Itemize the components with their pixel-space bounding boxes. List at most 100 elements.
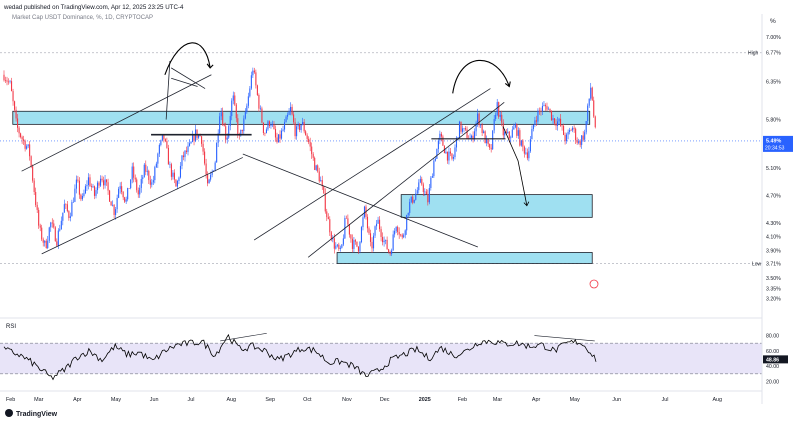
- rsi-pane: RSI 80.00 60.00 40.00 20.00 48.86: [0, 324, 788, 385]
- candle-body: [62, 212, 64, 221]
- candle-body: [535, 120, 537, 122]
- candle-body: [332, 238, 334, 240]
- candle-body: [191, 135, 194, 142]
- candle-body: [121, 186, 123, 192]
- candle-body: [458, 121, 461, 138]
- candle-body: [106, 179, 108, 183]
- candle-body: [128, 188, 130, 189]
- candle-body: [550, 110, 553, 121]
- candle-body: [294, 122, 296, 137]
- candle-body: [564, 134, 566, 142]
- candle-body: [229, 116, 231, 127]
- price-tick-label: 4.10%: [766, 235, 781, 241]
- candle-body: [474, 131, 476, 140]
- candle-body: [24, 140, 26, 149]
- candle-body: [383, 240, 385, 243]
- candle-body: [484, 131, 486, 144]
- candle-body: [115, 209, 117, 215]
- candle-body: [71, 202, 73, 217]
- candle-body: [544, 105, 547, 107]
- candle-body: [169, 164, 171, 165]
- symbol-line: Market Cap USDT Dominance, %, 1D, CRYPTO…: [12, 15, 153, 21]
- candle-body: [430, 177, 432, 189]
- candle-body: [56, 241, 58, 246]
- candle-body: [146, 170, 148, 172]
- candle-body: [33, 180, 35, 192]
- candle-body: [579, 141, 581, 145]
- candle-body: [511, 129, 513, 138]
- time-tick-label: Jun: [150, 397, 159, 403]
- candle-body: [541, 105, 544, 112]
- candles-layer: [3, 67, 596, 257]
- candle-body: [72, 201, 74, 203]
- price-tick-label: 5.10%: [766, 166, 781, 172]
- candle-body: [119, 186, 121, 189]
- candle-body: [498, 102, 500, 117]
- candle-body: [360, 227, 363, 243]
- candle-body: [354, 240, 356, 242]
- price-tick-label: 3.35%: [766, 286, 781, 292]
- candle-body: [520, 140, 522, 146]
- candle-body: [69, 216, 71, 218]
- candle-body: [300, 124, 302, 131]
- candle-body: [36, 204, 38, 210]
- candle-body: [142, 177, 144, 179]
- candle-body: [6, 80, 8, 82]
- candle-body: [77, 179, 79, 181]
- candle-body: [487, 139, 489, 145]
- candle-body: [410, 196, 412, 202]
- candle-body: [21, 137, 23, 140]
- rsi-value-badge: [763, 355, 788, 364]
- candle-body: [400, 234, 402, 236]
- candle-body: [166, 141, 168, 148]
- candle-body: [526, 152, 528, 159]
- last-price-label: 5.49%: [766, 138, 781, 144]
- candle-body: [308, 138, 310, 143]
- candle-body: [323, 186, 325, 194]
- candle-body: [558, 118, 560, 122]
- candle-body: [101, 178, 103, 181]
- rsi-divergence-line: [220, 332, 267, 342]
- candle-body: [291, 106, 293, 115]
- candle-body: [525, 152, 527, 154]
- candle-body: [353, 240, 355, 249]
- candle-body: [538, 110, 540, 112]
- zone-layer: [12, 110, 593, 264]
- candle-body: [255, 72, 257, 86]
- footer: TradingView: [5, 409, 58, 418]
- candle-body: [270, 124, 272, 126]
- candle-body: [477, 113, 479, 123]
- candle-body: [109, 190, 111, 202]
- candle-body: [483, 131, 485, 133]
- candle-body: [588, 98, 590, 106]
- candle-body: [439, 133, 441, 141]
- candle-body: [57, 230, 59, 246]
- candle-body: [249, 88, 251, 97]
- time-tick-label: Feb: [458, 397, 467, 403]
- candle-body: [184, 150, 186, 158]
- price-axis: % 7.00% 6.77% 6.35% 5.80% 5.10% 4.70% 4.30% 4.1…: [761, 14, 793, 404]
- candle-body: [508, 131, 510, 139]
- candle-body: [549, 108, 551, 111]
- candle-body: [149, 180, 151, 185]
- candle-body: [452, 157, 455, 159]
- candle-body: [20, 133, 22, 138]
- candle-body: [152, 180, 154, 183]
- candle-body: [529, 139, 531, 152]
- candle-body: [436, 148, 438, 159]
- candle-body: [287, 114, 289, 117]
- candle-body: [513, 127, 515, 130]
- candle-body: [377, 219, 379, 224]
- candle-body: [297, 124, 299, 127]
- candle-body: [480, 124, 482, 126]
- price-tick-label: 3.90%: [766, 248, 781, 254]
- candle-body: [274, 128, 277, 138]
- candle-body: [560, 118, 562, 126]
- candle-body: [148, 170, 150, 181]
- candle-body: [311, 146, 313, 155]
- candle-body: [136, 179, 138, 191]
- candle-body: [431, 176, 433, 178]
- candle-body: [220, 112, 222, 117]
- candle-body: [486, 139, 488, 144]
- candle-body: [401, 234, 403, 238]
